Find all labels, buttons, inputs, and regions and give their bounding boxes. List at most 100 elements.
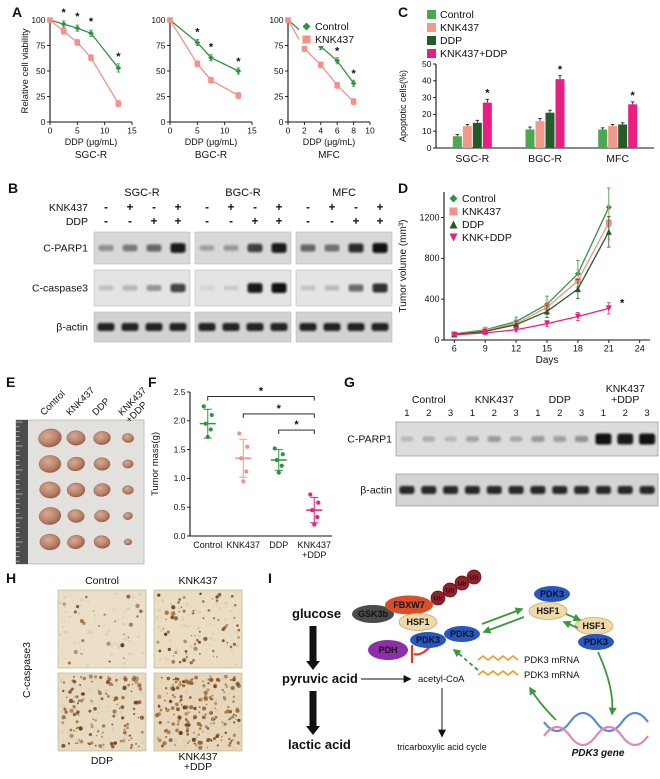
blot-band [300, 285, 316, 291]
pyruvic-label: pyruvic acid [282, 671, 358, 686]
ihc-image-DDP [57, 672, 147, 752]
mass-x-label: +DDP [302, 550, 326, 560]
regulation-arrow [482, 616, 525, 634]
mass-group-KNK437 [235, 431, 252, 484]
y-tick: 75 [156, 40, 166, 50]
mass-group-Control [199, 404, 216, 440]
blot-band [421, 486, 437, 494]
blot-band [372, 283, 388, 293]
pathway-text: GSK3b [358, 609, 389, 619]
node-PDH [368, 640, 408, 660]
tumor [93, 431, 111, 445]
blot-band [617, 486, 633, 494]
tumor [38, 428, 62, 448]
node-PDK3 [410, 632, 446, 648]
blot-band [247, 243, 263, 253]
x-axis-label: DDP (μg/mL) [303, 137, 356, 147]
legend-item-KNK+DDP: KNK+DDP [448, 231, 512, 244]
blot-row-label: C-PARP1 [43, 243, 88, 255]
pathway-text: PDK3 [416, 635, 440, 645]
panel-f-label: F [148, 374, 157, 390]
legend-item-KNK437+DDP: KNK437+DDP [426, 47, 507, 60]
blot-band [146, 244, 162, 252]
pathway-text: PDK3 [584, 637, 608, 647]
legend-item-DDP: DDP [448, 218, 512, 231]
y-tick: 0 [161, 117, 166, 127]
x-tick: 0 [286, 126, 291, 136]
mass-group-KNK437+DDP [306, 492, 323, 527]
blot-band [465, 436, 479, 442]
flux-arrow [306, 726, 320, 735]
ub-node [430, 590, 446, 606]
svg-text:10: 10 [422, 126, 432, 136]
significance-star: * [294, 419, 299, 431]
blot-band [486, 486, 502, 494]
acetyl-label: acetyl-CoA [418, 674, 465, 685]
chart-subtitle: MFC [318, 150, 340, 161]
x-tick: 15 [127, 126, 137, 136]
glucose-label: glucose [292, 606, 341, 621]
panel-a-legend: Control KNK437 [299, 20, 357, 46]
chart-subtitle: BGC-R [195, 150, 227, 161]
x-tick: 6 [452, 344, 457, 354]
blot-band [639, 486, 655, 494]
pathway-text: HSF1 [536, 606, 559, 616]
tumor [39, 481, 61, 499]
blot-group-label: DDP [549, 394, 571, 406]
blot-row-label: β-actin [56, 322, 88, 334]
series-Control [47, 17, 122, 73]
legend-marker-icon [302, 35, 311, 44]
legend-item-Control: Control [448, 192, 512, 205]
legend-item-Control: Control [301, 20, 354, 33]
panel-d-label: D [398, 180, 409, 196]
mass-group-DDP [270, 446, 287, 475]
x-tick: 10 [220, 126, 230, 136]
mrna-squiggle [477, 654, 519, 662]
blot-box [395, 473, 659, 507]
blot-band [98, 285, 114, 291]
ihc-image-KNK437 [153, 589, 243, 669]
y-tick: 75 [36, 40, 46, 50]
condition-sign: + [175, 216, 182, 228]
bar-KNK437+DDP [555, 79, 565, 148]
blot-band [348, 243, 364, 253]
legend-label: Control [315, 20, 349, 33]
significance-star: * [277, 403, 282, 415]
x-tick: 15 [247, 126, 257, 136]
condition-sign: - [306, 202, 310, 214]
legend-item-KNK437: KNK437 [301, 33, 354, 46]
regulation-arrow [597, 651, 617, 716]
svg-text:40: 40 [422, 76, 432, 86]
panel-h-label: H [6, 570, 17, 586]
legend-label: KNK437 [440, 21, 480, 34]
lane-number: 1 [404, 408, 409, 419]
blot-band [617, 433, 634, 445]
y-tick: 50 [36, 66, 46, 76]
y-tick: 1200 [419, 212, 439, 222]
blot-group-label: +DDP [611, 394, 639, 406]
significance-star: * [631, 90, 636, 102]
significance-star: * [195, 26, 200, 38]
node-HSF1 [398, 613, 438, 631]
pathway-text: HSF1 [582, 621, 605, 631]
blot-band [199, 245, 215, 251]
blot-band [443, 486, 459, 494]
node-PDK3 [578, 634, 614, 650]
x-tick: 24 [635, 344, 645, 354]
mass-x-label: DDP [269, 540, 288, 550]
legend-marker-icon [449, 233, 458, 242]
x-tick: 15 [542, 344, 552, 354]
bar-DDP [472, 122, 482, 148]
y-tick: 25 [156, 91, 166, 101]
blot-band [595, 433, 612, 445]
regulation-arrow [562, 620, 579, 629]
blot-band [400, 436, 414, 442]
svg-text:30: 30 [422, 92, 432, 102]
blot-band [222, 323, 240, 331]
y-tick: 50 [156, 66, 166, 76]
condition-sign: + [127, 202, 134, 214]
viability-chart-sgc-r: 0 25 50 75 100 0 5 10 15 * * * * Relative cell viabil… [20, 7, 137, 161]
pathway-text: FBXW7 [393, 600, 425, 610]
x-tick: 8 [351, 126, 356, 136]
condition-sign: - [205, 216, 209, 228]
